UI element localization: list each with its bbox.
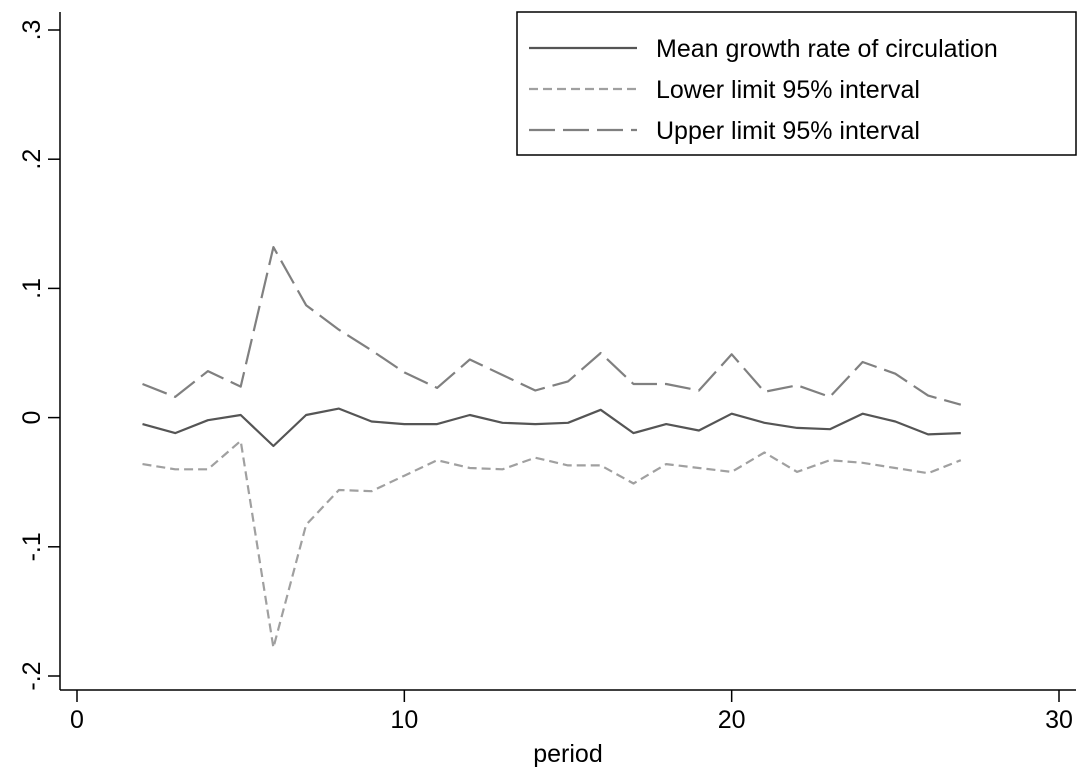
series-line-1	[142, 407, 961, 448]
x-tick-label: 20	[718, 706, 746, 734]
y-tick-label: -.1	[18, 532, 46, 561]
y-tick-label: .2	[18, 149, 46, 170]
y-tick-label: .1	[18, 278, 46, 299]
x-tick-label: 30	[1045, 706, 1073, 734]
y-tick-label: -.2	[18, 661, 46, 690]
x-tick-label: 0	[70, 706, 84, 734]
legend: Mean growth rate of circulation Lower lim…	[516, 11, 1077, 156]
series-line-2	[142, 439, 962, 649]
legend-box	[516, 11, 1077, 156]
axes	[59, 12, 1076, 691]
legend-label-2: Lower limit 95% interval	[656, 76, 920, 104]
y-tick-label: .3	[18, 20, 46, 41]
legend-label-1: Mean growth rate of circulation	[656, 35, 998, 63]
x-axis-title: period	[533, 740, 603, 768]
legend-label-3: Upper limit 95% interval	[656, 117, 920, 145]
y-tick-label: 0	[18, 411, 46, 425]
x-tick-label: 10	[390, 706, 418, 734]
series-line-3	[142, 246, 962, 406]
x-axis-ticks: 0 10 20 30	[70, 690, 1073, 734]
series-layer	[142, 246, 962, 649]
y-axis-ticks: -.2 -.1 0 .1 .2 .3	[18, 20, 60, 691]
